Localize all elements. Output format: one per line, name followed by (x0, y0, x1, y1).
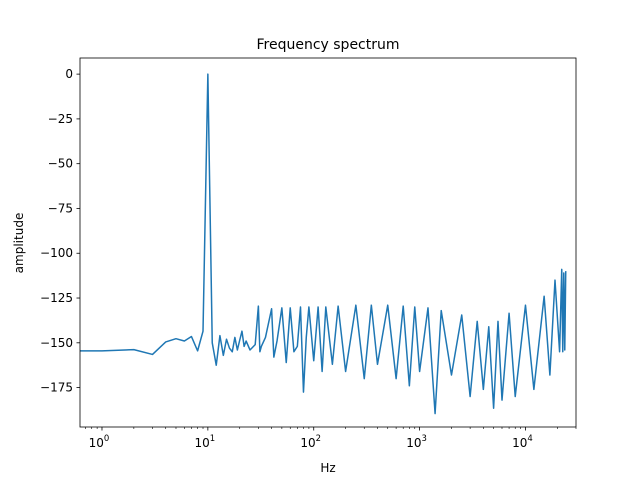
x-tick-exponent: 2 (316, 434, 321, 444)
y-tick-label: −50 (48, 157, 73, 171)
y-tick-label: −150 (40, 336, 73, 350)
y-axis-label: amplitude (12, 213, 26, 274)
x-tick-exponent: 4 (527, 434, 532, 444)
x-tick-exponent: 0 (104, 434, 109, 444)
y-tick-label: −125 (40, 291, 73, 305)
y-tick-label: 0 (65, 67, 73, 81)
x-axis-ticks: 100 101 102 103 104 (85, 427, 577, 450)
chart-title: Frequency spectrum (256, 37, 399, 53)
plot-area (80, 73, 567, 415)
spectrum-series-line (80, 73, 567, 415)
x-tick-exponent: 1 (210, 434, 215, 444)
plot-frame (79, 57, 577, 428)
y-tick-label: −175 (40, 381, 73, 395)
y-axis-ticks: 0 −25 −50 −75 −100 −125 −150 −175 (40, 67, 80, 395)
x-axis-label: Hz (320, 461, 335, 475)
y-tick-label: −75 (48, 201, 73, 215)
y-tick-label: −25 (48, 112, 73, 126)
y-tick-label: −100 (40, 246, 73, 260)
x-tick-exponent: 3 (422, 434, 427, 444)
